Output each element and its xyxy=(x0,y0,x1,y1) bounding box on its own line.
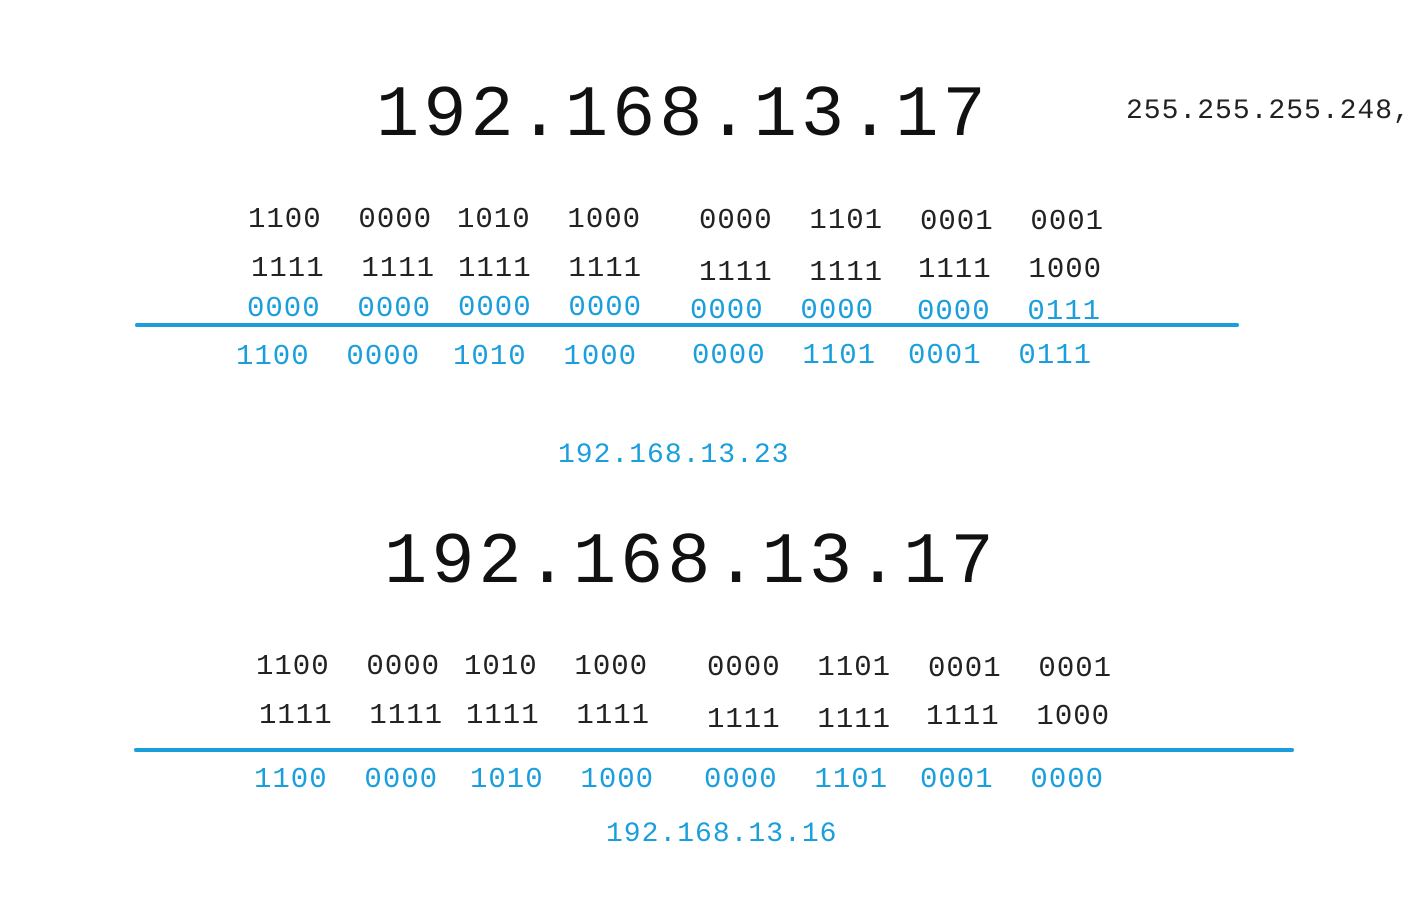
result-binary-octet-3: 0000 1101 xyxy=(692,339,877,372)
mask-binary-octet-2: 1111 1111 xyxy=(466,699,651,732)
operation-divider-line-2 xyxy=(134,748,1294,752)
inverted-mask-octet-2: 0000 0000 xyxy=(458,291,643,324)
mask-binary-octet-3: 1111 1111 xyxy=(707,703,892,736)
mask-binary-octet-3: 1111 1111 xyxy=(699,256,884,289)
mask-binary-octet-4: 1111 1000 xyxy=(918,253,1103,286)
mask-binary-octet-2: 1111 1111 xyxy=(458,252,643,285)
ip-binary-octet-3: 0000 1101 xyxy=(707,651,892,684)
inverted-mask-octet-3: 0000 0000 xyxy=(690,294,875,327)
ip-binary-octet-1: 1100 0000 xyxy=(248,203,433,236)
operation-divider-line-1 xyxy=(135,323,1239,327)
result-binary-octet-2: 1010 1000 xyxy=(453,340,638,373)
ip-binary-octet-4: 0001 0001 xyxy=(920,205,1105,238)
ip-binary-octet-2: 1010 1000 xyxy=(457,203,642,236)
broadcast-address-result: 192.168.13.23 xyxy=(558,440,790,471)
inverted-mask-octet-1: 0000 0000 xyxy=(247,292,432,325)
ip-address-heading-2: 192.168.13.17 xyxy=(384,522,998,604)
result-binary-octet-4: 0001 0000 xyxy=(920,763,1105,796)
network-address-result: 192.168.13.16 xyxy=(606,819,838,850)
inverted-mask-octet-4: 0000 0111 xyxy=(917,295,1102,328)
ip-binary-octet-3: 0000 1101 xyxy=(699,204,884,237)
result-binary-octet-1: 1100 0000 xyxy=(236,340,421,373)
ip-binary-octet-4: 0001 0001 xyxy=(928,652,1113,685)
mask-binary-octet-1: 1111 1111 xyxy=(251,252,436,285)
subnet-mask-label: 255.255.255.248, xyxy=(1126,96,1411,127)
ip-binary-octet-2: 1010 1000 xyxy=(464,650,649,683)
ip-address-heading-1: 192.168.13.17 xyxy=(376,75,990,157)
ip-binary-octet-1: 1100 0000 xyxy=(256,650,441,683)
result-binary-octet-3: 0000 1101 xyxy=(704,763,889,796)
result-binary-octet-2: 1010 1000 xyxy=(470,763,655,796)
mask-binary-octet-4: 1111 1000 xyxy=(926,700,1111,733)
result-binary-octet-1: 1100 0000 xyxy=(254,763,439,796)
mask-binary-octet-1: 1111 1111 xyxy=(259,699,444,732)
result-binary-octet-4: 0001 0111 xyxy=(908,339,1093,372)
